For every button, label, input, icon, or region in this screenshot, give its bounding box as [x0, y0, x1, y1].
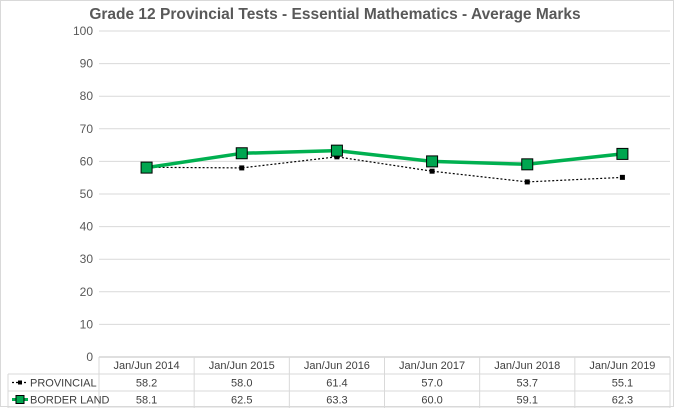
data-label: 58.0 [231, 378, 252, 390]
y-tick-label: 60 [80, 154, 94, 168]
x-tick-label: Jan/Jun 2016 [304, 360, 370, 372]
series-line-border-land [146, 148, 623, 170]
x-tick-label: Jan/Jun 2014 [114, 360, 180, 372]
data-label: 59.1 [517, 395, 538, 407]
data-label: 62.5 [231, 395, 252, 407]
series [140, 144, 629, 185]
y-tick-label: 10 [80, 317, 94, 331]
legend-series-name: BORDER LAND [30, 395, 110, 407]
data-point [429, 168, 435, 174]
legend-key-marker [18, 380, 22, 385]
y-tick-label: 80 [80, 89, 94, 103]
data-point [616, 147, 629, 160]
y-axis-ticks: 0 10 20 30 40 50 60 70 80 90 100 [73, 24, 93, 364]
y-tick-label: 30 [80, 252, 94, 266]
grid [99, 30, 670, 358]
y-tick-label: 90 [80, 57, 94, 71]
y-tick-label: 40 [80, 220, 94, 234]
data-label: 61.4 [326, 378, 347, 390]
data-label: 55.1 [612, 378, 633, 390]
data-label: 53.7 [517, 378, 538, 390]
data-point [235, 147, 248, 160]
data-point [140, 161, 153, 174]
data-table: Jan/Jun 2014 Jan/Jun 2015 Jan/Jun 2016 Jan/… [7, 357, 671, 408]
chart-title: Grade 12 Provincial Tests - Essential Ma… [89, 6, 580, 23]
data-point [334, 154, 340, 160]
legend-key-marker [15, 395, 25, 404]
data-point [330, 144, 343, 157]
x-tick-label: Jan/Jun 2015 [209, 360, 275, 372]
y-tick-label: 100 [73, 24, 93, 38]
data-point [521, 158, 534, 171]
data-label: 62.3 [612, 395, 633, 407]
data-point [239, 165, 245, 171]
data-point [524, 179, 530, 185]
data-point [619, 174, 625, 180]
data-label: 57.0 [421, 378, 442, 390]
data-label: 58.2 [136, 378, 157, 390]
y-tick-label: 70 [80, 122, 94, 136]
y-tick-label: 50 [80, 187, 94, 201]
data-label: 60.0 [421, 395, 442, 407]
legend-series-name: PROVINCIAL [30, 378, 97, 390]
x-tick-label: Jan/Jun 2018 [494, 360, 560, 372]
y-tick-label: 20 [80, 285, 94, 299]
data-point [426, 155, 439, 168]
data-label: 63.3 [326, 395, 347, 407]
y-tick-label: 0 [86, 350, 93, 364]
x-tick-label: Jan/Jun 2017 [399, 360, 465, 372]
x-tick-label: Jan/Jun 2019 [589, 360, 655, 372]
data-label: 58.1 [136, 395, 157, 407]
